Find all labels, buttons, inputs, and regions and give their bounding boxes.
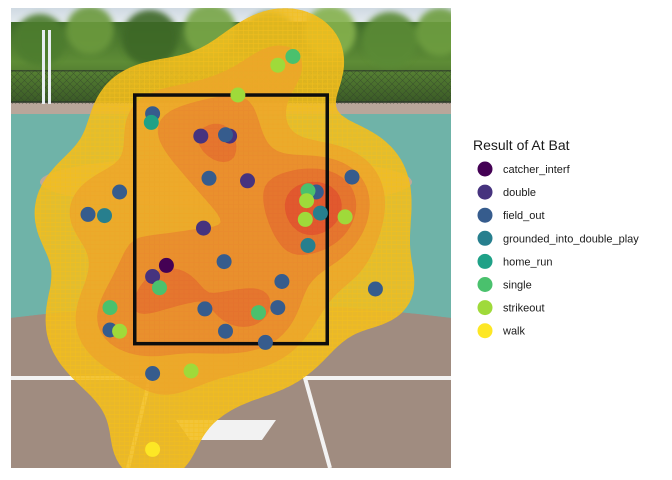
- point-grounded_into_double_play-24: [300, 238, 316, 253]
- density-contours: [34, 8, 415, 468]
- legend-entry-catcher_interf: catcher_interf: [477, 161, 571, 177]
- point-single-26: [285, 49, 301, 64]
- legend-entry-home_run: home_run: [477, 253, 553, 269]
- point-field_out-20: [145, 366, 161, 381]
- legend-swatch-home_run: [477, 253, 493, 269]
- legend-label-home_run: home_run: [503, 256, 553, 268]
- legend-label-catcher_interf: catcher_interf: [503, 164, 571, 176]
- point-field_out-9: [112, 184, 128, 200]
- point-field_out-21: [367, 281, 383, 297]
- legend-label-field_out: field_out: [503, 210, 545, 222]
- point-field_out-16: [197, 301, 213, 317]
- point-field_out-13: [216, 254, 232, 270]
- point-field_out-15: [270, 300, 286, 316]
- point-catcher_interf-0: [158, 257, 174, 273]
- point-double-3: [240, 173, 255, 189]
- legend-swatch-double: [477, 184, 493, 200]
- legend-swatch-walk: [477, 323, 493, 339]
- point-strikeout-36: [112, 323, 128, 339]
- legend-label-grounded_into_double_play: grounded_into_double_play: [503, 233, 639, 245]
- point-single-28: [102, 300, 118, 316]
- legend-title: Result of At Bat: [473, 137, 570, 153]
- legend-label-walk: walk: [502, 326, 526, 338]
- point-field_out-7: [218, 127, 233, 143]
- point-field_out-18: [218, 323, 233, 339]
- point-home_run-25: [143, 114, 159, 130]
- legend-entry-single: single: [477, 277, 532, 292]
- point-field_out-8: [201, 170, 217, 186]
- point-grounded_into_double_play-22: [97, 208, 112, 224]
- legend-label-double: double: [503, 187, 536, 199]
- point-double-1: [193, 128, 209, 144]
- point-single-30: [251, 305, 266, 321]
- point-strikeout-33: [299, 193, 315, 209]
- point-strikeout-37: [183, 363, 199, 379]
- data-points: [80, 49, 383, 457]
- legend-label-strikeout: strikeout: [503, 303, 545, 315]
- point-grounded_into_double_play-23: [312, 205, 328, 221]
- point-field_out-10: [80, 206, 96, 222]
- legend-swatch-single: [477, 277, 493, 292]
- point-field_out-19: [257, 334, 273, 350]
- point-strikeout-31: [270, 57, 286, 73]
- legend-entry-field_out: field_out: [477, 207, 545, 223]
- legend-swatch-strikeout: [477, 300, 493, 316]
- legend-entry-double: double: [477, 184, 536, 200]
- point-strikeout-35: [297, 211, 313, 227]
- point-field_out-12: [344, 169, 360, 185]
- legend-label-single: single: [503, 280, 532, 292]
- point-double-4: [196, 220, 211, 236]
- legend-entry-grounded_into_double_play: grounded_into_double_play: [477, 230, 639, 246]
- legend-swatch-field_out: [477, 207, 493, 223]
- point-double-5: [145, 269, 161, 284]
- legend-entry-walk: walk: [477, 323, 526, 339]
- legend-entry-strikeout: strikeout: [477, 300, 545, 316]
- legend-swatch-catcher_interf: [477, 161, 493, 177]
- point-field_out-14: [274, 274, 290, 289]
- point-walk-38: [145, 441, 161, 457]
- point-strikeout-32: [230, 87, 246, 103]
- legend-swatch-grounded_into_double_play: [477, 230, 493, 246]
- point-single-27: [152, 280, 167, 296]
- point-strikeout-34: [337, 209, 353, 225]
